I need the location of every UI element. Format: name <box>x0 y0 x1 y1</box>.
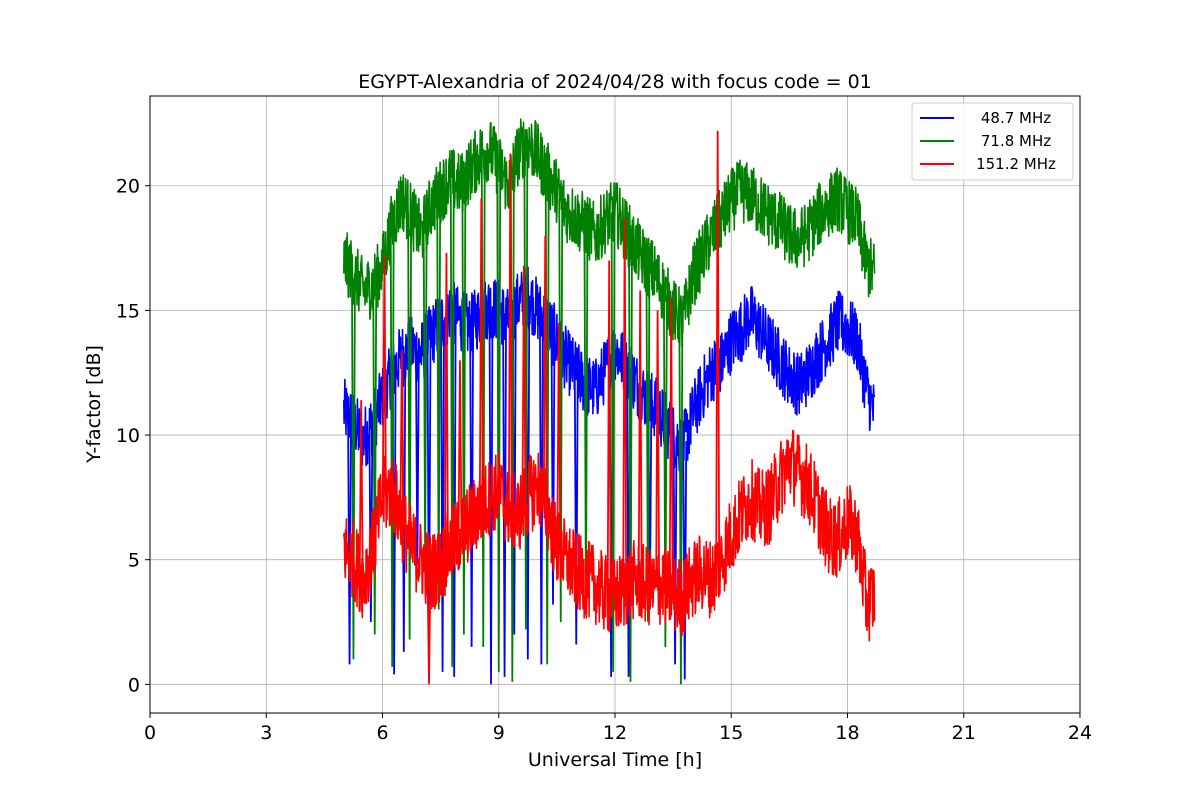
series-line <box>343 429 876 642</box>
series-spike <box>478 198 484 508</box>
series-spike <box>444 253 449 555</box>
series-spike <box>358 400 364 576</box>
x-tick-label: 24 <box>1068 722 1092 744</box>
series-spike <box>507 153 513 511</box>
series-spike <box>457 360 463 535</box>
x-tick-label: 21 <box>952 722 976 744</box>
x-tick-label: 18 <box>835 722 859 744</box>
series-spike <box>436 193 442 610</box>
series-spike <box>372 281 378 635</box>
series-spike <box>606 260 612 596</box>
x-tick-label: 12 <box>603 722 627 744</box>
series-spike <box>389 223 395 667</box>
series-spike <box>461 179 467 635</box>
legend-label: 151.2 MHz <box>976 155 1056 173</box>
y-tick-label: 20 <box>116 176 140 198</box>
legend: 48.7 MHz 71.8 MHz 151.2 MHz <box>911 102 1074 181</box>
x-tick-label: 0 <box>144 722 156 744</box>
series-spike <box>521 265 527 505</box>
legend-box <box>911 102 1074 181</box>
y-axis-label: Y-factor [dB] <box>83 345 105 464</box>
series-spike <box>637 290 643 583</box>
series-spike <box>678 320 684 685</box>
series-spike <box>645 265 651 623</box>
series-spike <box>655 310 661 588</box>
x-axis-label: Universal Time [h] <box>528 749 702 771</box>
series-spike <box>662 294 668 647</box>
series-spike <box>426 569 432 685</box>
series-spike <box>628 238 633 682</box>
x-tick-label: 9 <box>493 722 505 744</box>
series-spike <box>496 165 502 672</box>
series-spike <box>715 130 721 568</box>
series-spike <box>488 306 494 685</box>
x-tick-label: 15 <box>719 722 743 744</box>
series-spike <box>668 297 674 593</box>
x-tick-label: 6 <box>376 722 388 744</box>
x-axis: 0 3 6 9 12 15 18 21 24 <box>144 713 1092 744</box>
series-line <box>343 118 876 348</box>
y-tick-label: 0 <box>128 674 140 696</box>
series-spike <box>422 223 428 560</box>
grid-lines <box>149 96 1081 713</box>
y-tick-label: 5 <box>128 550 140 572</box>
x-tick-label: 3 <box>260 722 272 744</box>
series-spike <box>407 212 413 640</box>
series-spike <box>538 315 544 665</box>
series-spike <box>550 333 556 605</box>
series-spike <box>682 441 688 680</box>
series-spike <box>610 212 616 672</box>
series-spike <box>449 179 455 667</box>
y-axis: 0 5 10 15 20 <box>116 176 150 696</box>
legend-label: 48.7 MHz <box>981 109 1051 127</box>
series-spike <box>672 437 678 665</box>
series-spike <box>542 235 548 505</box>
series-spike <box>469 325 475 647</box>
series-spike <box>622 218 628 590</box>
y-tick-label: 10 <box>116 425 140 447</box>
series-spike <box>368 426 374 623</box>
series-spike <box>347 417 352 665</box>
series-spike <box>382 255 387 496</box>
series-spike <box>440 320 445 672</box>
series-spike <box>351 272 356 660</box>
chart-title: EGYPT-Alexandria of 2024/04/28 with focu… <box>358 71 872 93</box>
legend-label: 71.8 MHz <box>981 132 1051 150</box>
series-spike <box>399 350 405 523</box>
y-tick-label: 15 <box>116 300 140 322</box>
series-spike <box>573 372 579 645</box>
series-lines <box>343 118 876 685</box>
series-spike <box>556 322 562 550</box>
series-spike <box>502 316 507 677</box>
